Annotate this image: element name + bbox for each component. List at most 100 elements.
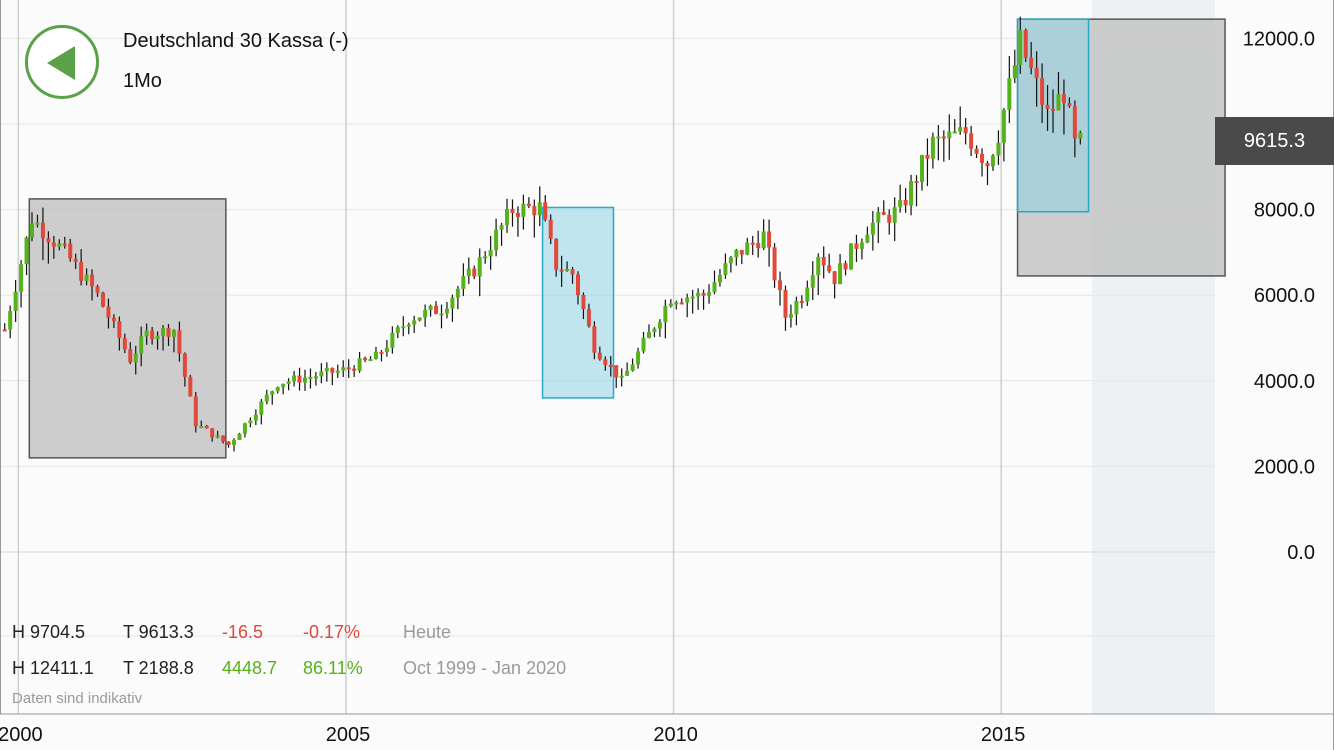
candle-body <box>303 377 307 383</box>
candle-body <box>193 396 198 427</box>
candle-body <box>30 223 34 238</box>
candle-body <box>903 199 908 206</box>
candle-body <box>483 256 488 259</box>
range-change-pct: 86.11% <box>303 658 363 678</box>
today-label: Heute <box>403 622 452 642</box>
candle-body <box>799 300 804 303</box>
today-high: H 9704.5 <box>12 622 86 642</box>
y-tick-label: 4000.0 <box>1254 371 1315 393</box>
candle-body <box>930 136 935 159</box>
candle-body <box>1061 94 1066 104</box>
candle-body <box>990 155 995 167</box>
candle-body <box>215 435 220 438</box>
candle-body <box>941 136 946 139</box>
candle-body <box>821 256 826 266</box>
candle-body <box>412 320 417 325</box>
instrument-title: Deutschland 30 Kassa (-) <box>123 30 349 52</box>
candle-body <box>477 257 482 277</box>
candle-body <box>1034 67 1039 79</box>
candle-body <box>51 242 56 247</box>
y-tick-label: 6000.0 <box>1254 285 1315 307</box>
candle-body <box>188 376 193 397</box>
candle-body <box>13 291 18 311</box>
candle-body <box>717 274 722 283</box>
candle-body <box>745 242 750 255</box>
back-button[interactable] <box>25 25 99 99</box>
candle-body <box>657 322 662 329</box>
candle-body <box>122 338 127 350</box>
candle-body <box>466 268 471 277</box>
candle-body <box>1029 57 1034 68</box>
candle-body <box>357 358 362 371</box>
candle-body <box>444 308 449 314</box>
candle-body <box>24 237 29 265</box>
candle-body <box>892 207 897 223</box>
candle-body <box>171 330 176 337</box>
candle-body <box>728 257 733 264</box>
candle-body <box>810 275 815 288</box>
candle-body <box>363 358 368 361</box>
candle-body <box>576 274 580 295</box>
candle-body <box>838 263 843 285</box>
candle-body <box>161 328 166 336</box>
candle-body <box>876 212 881 223</box>
candles <box>2 16 1083 452</box>
period-label[interactable]: 1Mo <box>123 70 162 92</box>
candle-body <box>68 243 73 259</box>
candle-body <box>128 349 133 363</box>
candle-body <box>586 309 591 327</box>
candle-body <box>133 353 138 363</box>
candle-body <box>1012 65 1017 79</box>
candle-body <box>57 243 62 247</box>
candle-body <box>619 375 624 378</box>
candle-body <box>592 326 597 353</box>
candle-body <box>499 225 504 230</box>
candle-body <box>253 414 258 421</box>
candle-body <box>319 371 324 377</box>
x-axis: 2000 2005 2010 2015 <box>0 724 1025 746</box>
candle-body <box>488 250 493 257</box>
candle-body <box>204 425 209 429</box>
x-tick-label: 2000 <box>0 724 43 746</box>
candle-body <box>985 162 990 167</box>
candle-body <box>155 335 160 340</box>
candle-body <box>958 127 963 132</box>
candle-body <box>980 153 985 163</box>
candle-body <box>1007 78 1012 110</box>
candle-body <box>472 268 477 277</box>
candle-body <box>455 288 460 298</box>
candle-body <box>685 297 690 303</box>
candle-body <box>788 314 793 318</box>
candle-body <box>668 303 673 307</box>
candle-body <box>264 394 269 402</box>
x-tick-label: 2005 <box>326 724 371 746</box>
candle-body <box>554 238 559 270</box>
candle-body <box>79 261 84 281</box>
candle-body <box>439 313 444 316</box>
candle-body <box>232 439 237 446</box>
candle-body <box>221 435 226 442</box>
candle-body <box>827 265 832 272</box>
candle-body <box>761 231 766 249</box>
candle-body <box>925 154 930 159</box>
candle-body <box>597 352 602 360</box>
candle-body <box>428 305 433 310</box>
candle-body <box>750 242 755 245</box>
candle-body <box>887 214 892 223</box>
range-change: 4448.7 <box>222 658 278 678</box>
candle-body <box>805 287 810 302</box>
candle-body <box>778 280 783 291</box>
candle-body <box>537 202 542 216</box>
candle-body <box>772 247 777 281</box>
candle-body <box>581 294 586 310</box>
candle-body <box>1018 30 1023 66</box>
candle-body <box>832 271 837 285</box>
current-price-tag: 9615.3 <box>1215 117 1334 165</box>
candle-body <box>712 282 717 293</box>
candle-body <box>865 234 870 243</box>
candle-body <box>816 256 821 276</box>
candle-body <box>1072 106 1077 139</box>
candle-body <box>62 243 67 246</box>
candle-body <box>608 364 613 367</box>
